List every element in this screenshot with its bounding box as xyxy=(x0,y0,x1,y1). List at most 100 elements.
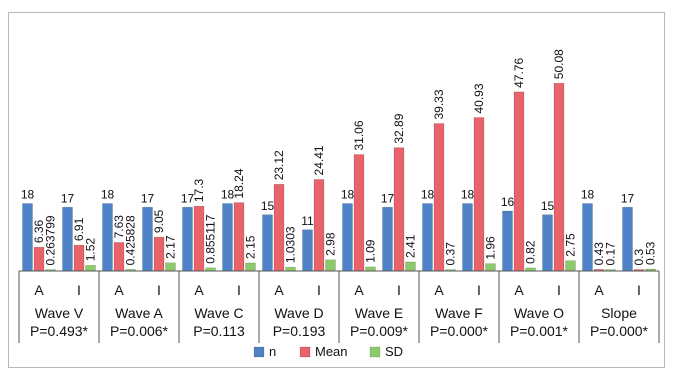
value-label-wave-f-i-n: 18 xyxy=(461,188,475,202)
p-value-wave-f: P=0.000* xyxy=(430,323,489,339)
value-label-wave-d-a-n: 15 xyxy=(261,199,275,213)
value-label-wave-f-a-mean: 39.33 xyxy=(432,89,446,119)
tick-label-wave-f-i: I xyxy=(477,282,481,298)
bar-wave-d-a-mean xyxy=(273,184,285,272)
legend-label-sd: SD xyxy=(385,344,403,359)
value-label-wave-c-i-mean: 18.24 xyxy=(232,168,246,198)
chart-frame: 18 6.36 0.263799 17 6.91 1.52 18 7.63 0.425828 17… xyxy=(8,12,665,368)
value-label-wave-d-i-mean: 24.41 xyxy=(312,145,326,175)
bar-wave-e-a-sd xyxy=(365,266,376,272)
value-label-wave-c-i-sd: 2.15 xyxy=(244,235,258,259)
value-label-wave-e-a-mean: 31.06 xyxy=(352,120,366,150)
value-label-wave-v-a-n: 18 xyxy=(21,188,35,202)
value-label-wave-f-a-sd: 0.37 xyxy=(444,242,458,266)
value-label-wave-e-i-sd: 2.41 xyxy=(404,234,418,258)
bar-wave-e-a-mean xyxy=(353,154,365,272)
bar-wave-c-i-sd xyxy=(245,262,256,272)
bar-wave-a-i-sd xyxy=(165,262,176,272)
p-value-wave-e: P=0.009* xyxy=(350,323,409,339)
legend-swatch-mean xyxy=(299,346,311,358)
tick-label-slope-a: A xyxy=(594,282,604,298)
value-label-slope-i-sd: 0.53 xyxy=(644,241,658,265)
value-label-wave-a-i-n: 17 xyxy=(141,191,155,205)
value-label-slope-a-n: 18 xyxy=(581,188,595,202)
bar-wave-v-i-mean xyxy=(73,244,85,272)
bar-wave-e-i-mean xyxy=(393,147,405,272)
tick-label-wave-d-a: A xyxy=(274,282,284,298)
p-value-wave-o: P=0.001* xyxy=(510,323,569,339)
bar-wave-v-i-n xyxy=(62,207,73,272)
group-label-wave-v: Wave V xyxy=(35,305,84,321)
value-label-wave-o-a-sd: 0.82 xyxy=(524,240,538,264)
p-value-wave-d: P=0.193 xyxy=(273,323,326,339)
bar-wave-e-a-n xyxy=(342,203,353,272)
group-label-wave-d: Wave D xyxy=(274,305,323,321)
value-label-slope-a-sd: 0.17 xyxy=(604,242,618,266)
bar-chart: 186.360.263799176.911.52187.630.42582817… xyxy=(18,49,660,359)
bar-wave-c-i-n xyxy=(222,203,233,272)
tick-label-wave-o-a: A xyxy=(514,282,524,298)
value-label-wave-f-a-n: 18 xyxy=(421,188,435,202)
p-value-slope: P=0.000* xyxy=(590,323,649,339)
bar-wave-e-i-n xyxy=(382,207,393,272)
bar-wave-d-i-sd xyxy=(325,259,336,272)
bar-wave-d-a-n xyxy=(262,214,273,272)
value-label-wave-c-i-n: 18 xyxy=(221,188,235,202)
value-label-wave-f-i-sd: 1.96 xyxy=(484,236,498,260)
legend-label-mean: Mean xyxy=(315,344,348,359)
value-label-slope-i-n: 17 xyxy=(621,191,635,205)
bar-wave-d-i-n xyxy=(302,229,313,272)
value-label-wave-v-a-mean: 6.36 xyxy=(32,219,46,243)
value-label-wave-e-a-sd: 1.09 xyxy=(364,239,378,263)
p-value-wave-v: P=0.493* xyxy=(30,323,89,339)
value-label-slope-a-mean: 0.43 xyxy=(592,242,606,266)
p-value-wave-a: P=0.006* xyxy=(110,323,169,339)
tick-label-wave-e-i: I xyxy=(397,282,401,298)
bar-wave-f-a-n xyxy=(422,203,433,272)
value-label-slope-i-mean: 0.3 xyxy=(632,248,646,265)
bar-wave-a-a-n xyxy=(102,203,113,272)
value-label-wave-c-a-sd: 0.855117 xyxy=(204,214,218,263)
value-label-wave-c-a-mean: 17.3 xyxy=(192,178,206,202)
value-label-wave-o-i-mean: 50.08 xyxy=(552,49,566,79)
bar-wave-o-i-sd xyxy=(565,260,576,272)
value-label-wave-d-a-mean: 23.12 xyxy=(272,150,286,180)
legend-swatch-sd xyxy=(369,346,381,358)
bar-slope-a-n xyxy=(582,203,593,272)
bar-wave-f-a-mean xyxy=(433,123,445,272)
tick-label-wave-v-a: A xyxy=(34,282,44,298)
bar-wave-o-a-mean xyxy=(513,91,525,272)
bar-wave-f-i-n xyxy=(462,203,473,272)
value-label-wave-a-a-mean: 7.63 xyxy=(112,215,126,239)
group-label-wave-c: Wave C xyxy=(194,305,243,321)
value-label-wave-e-a-n: 18 xyxy=(341,188,355,202)
value-label-wave-c-a-n: 17 xyxy=(181,191,195,205)
tick-label-wave-o-i: I xyxy=(557,282,561,298)
tick-label-wave-a-i: I xyxy=(157,282,161,298)
legend-label-n: n xyxy=(269,344,276,359)
bar-wave-c-i-mean xyxy=(233,202,245,272)
bar-wave-d-i-mean xyxy=(313,179,325,272)
value-label-wave-e-i-n: 17 xyxy=(381,191,395,205)
value-label-wave-a-i-mean: 9.05 xyxy=(152,209,166,233)
value-label-wave-e-i-mean: 32.89 xyxy=(392,113,406,143)
bar-wave-f-i-mean xyxy=(473,117,485,272)
bar-wave-f-i-sd xyxy=(485,263,496,272)
tick-label-wave-v-i: I xyxy=(77,282,81,298)
tick-label-wave-c-i: I xyxy=(237,282,241,298)
value-label-wave-v-i-mean: 6.91 xyxy=(72,217,86,241)
tick-label-wave-d-i: I xyxy=(317,282,321,298)
value-label-wave-v-a-sd: 0.263799 xyxy=(44,215,58,265)
value-label-wave-o-i-n: 15 xyxy=(541,199,555,213)
group-label-wave-a: Wave A xyxy=(115,305,163,321)
value-label-wave-o-i-sd: 2.75 xyxy=(564,233,578,257)
value-label-wave-f-i-mean: 40.93 xyxy=(472,83,486,113)
bar-wave-o-a-n xyxy=(502,210,513,272)
value-label-wave-v-i-sd: 1.52 xyxy=(84,238,98,262)
bar-wave-v-a-n xyxy=(22,203,33,272)
value-label-wave-a-i-sd: 2.17 xyxy=(164,235,178,259)
value-label-wave-o-a-n: 16 xyxy=(501,195,515,209)
bar-wave-o-i-mean xyxy=(553,82,565,272)
value-label-wave-a-a-sd: 0.425828 xyxy=(124,215,138,265)
bar-wave-e-i-sd xyxy=(405,261,416,272)
